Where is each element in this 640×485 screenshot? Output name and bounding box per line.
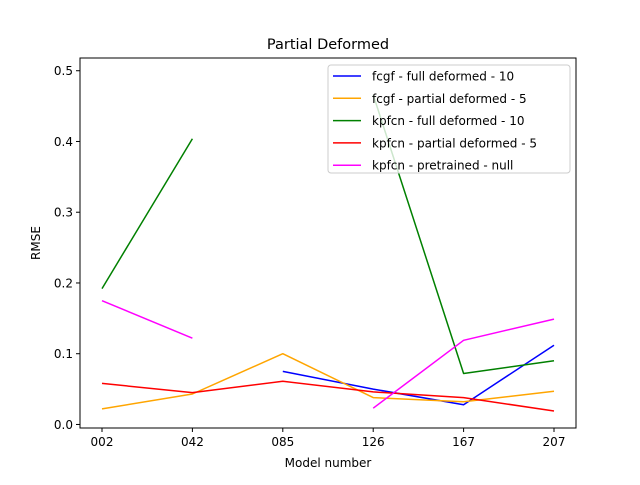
y-tick-label: 0.3 [54, 206, 73, 220]
series-kpfcn-partial-deformed-5 [101, 380, 555, 412]
x-tick-label: 126 [362, 435, 385, 449]
series-layer [101, 94, 555, 412]
y-axis-label: RMSE [29, 226, 43, 260]
x-tick-label: 002 [91, 435, 114, 449]
plot-frame [79, 57, 577, 429]
series-line [372, 318, 555, 409]
legend-frame [327, 64, 571, 174]
legend-label: kpfcn - partial deformed - 5 [372, 136, 537, 150]
legend-label: fcgf - full deformed - 10 [372, 70, 514, 84]
x-axis: 002 042 085 126 167 207 [91, 428, 566, 449]
x-axis-label: Model number [285, 456, 372, 470]
legend: fcgf - full deformed - 10 fcgf - partial … [327, 64, 571, 174]
series-kpfcn-pretrained-null [101, 300, 555, 409]
y-tick-label: 0.5 [54, 64, 73, 78]
y-axis: 0.0 0.1 0.2 0.3 0.4 0.5 [54, 64, 80, 432]
series-kpfcn-full-deformed-10 [101, 94, 555, 375]
legend-label: kpfcn - pretrained - null [372, 159, 513, 173]
x-tick-label: 042 [181, 435, 204, 449]
y-tick-label: 0.0 [54, 418, 73, 432]
x-tick-label: 167 [452, 435, 475, 449]
series-line [372, 94, 555, 375]
y-tick-label: 0.2 [54, 276, 73, 290]
x-tick-label: 085 [271, 435, 294, 449]
chart-title: Partial Deformed [267, 37, 389, 53]
x-tick-label: 207 [543, 435, 566, 449]
legend-label: fcgf - partial deformed - 5 [372, 92, 527, 106]
series-fcgf-full-deformed-10 [282, 344, 555, 406]
series-line [101, 380, 555, 412]
series-line [101, 300, 193, 339]
y-tick-label: 0.1 [54, 347, 73, 361]
series-line [282, 344, 555, 406]
y-tick-label: 0.4 [54, 135, 73, 149]
legend-label: kpfcn - full deformed - 10 [372, 114, 524, 128]
series-line [101, 138, 194, 289]
